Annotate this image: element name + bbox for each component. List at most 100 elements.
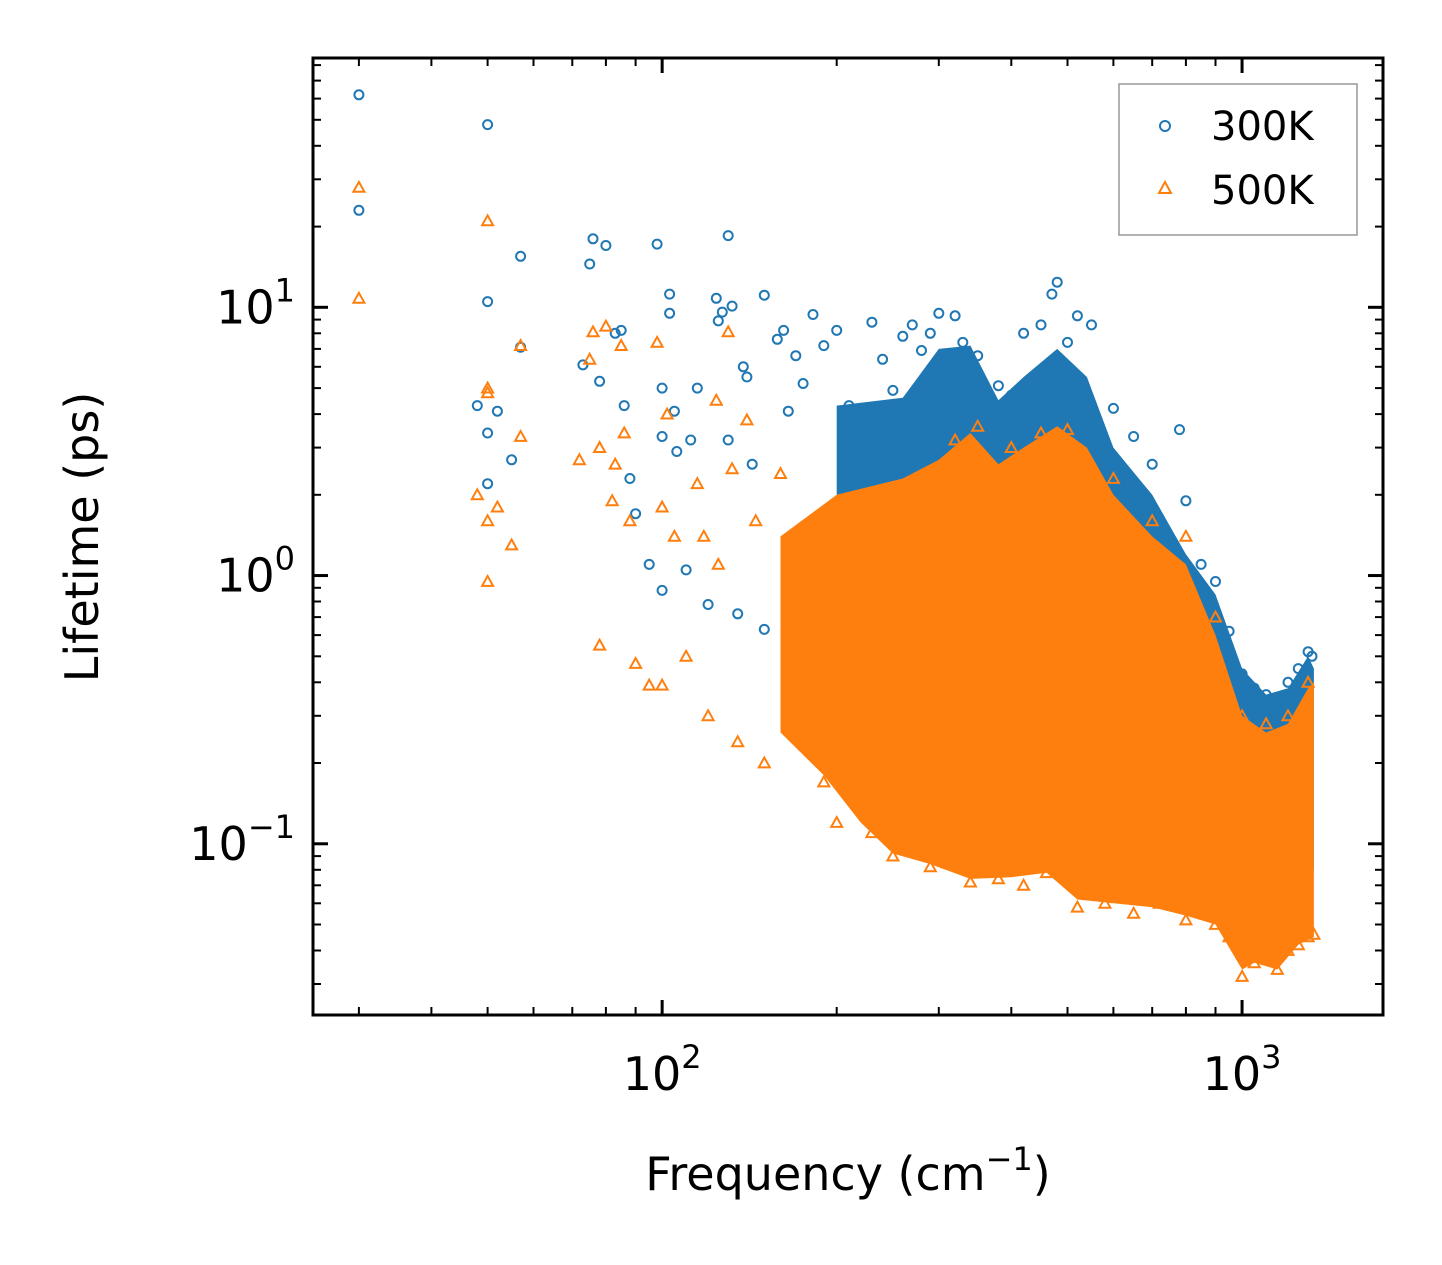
data-point-500k — [1234, 968, 1250, 982]
dense-scatter-clouds — [780, 345, 1314, 970]
data-point-300k — [712, 315, 724, 327]
data-point-500k — [513, 338, 528, 351]
data-point-500k — [885, 848, 901, 862]
data-point-500k — [700, 708, 716, 722]
data-point-500k — [598, 318, 614, 332]
data-point-500k — [1004, 440, 1019, 453]
y-tick-label: 10−1 — [189, 808, 295, 871]
data-point-300k — [897, 330, 909, 342]
data-point-500k — [721, 324, 736, 338]
data-point-300k — [1236, 668, 1248, 680]
data-point-300k — [818, 340, 830, 352]
data-point-300k — [1282, 676, 1294, 688]
data-point-500k — [1145, 513, 1160, 527]
data-point-300k — [887, 384, 899, 396]
data-point-500k — [1300, 674, 1316, 688]
dense-region-500k — [780, 426, 1314, 970]
data-point-500k — [730, 734, 745, 748]
data-point-500k — [614, 338, 629, 351]
data-point-300k — [1180, 495, 1192, 507]
data-point-500k — [1280, 942, 1296, 956]
data-point-500k — [1152, 895, 1167, 909]
data-point-500k — [654, 499, 670, 513]
y-tick-label: 100 — [216, 540, 295, 603]
legend-label-300k: 300K — [1211, 104, 1315, 150]
data-point-500k — [642, 677, 657, 691]
data-point-300k — [1005, 389, 1017, 401]
data-point-300k — [1128, 431, 1140, 442]
data-point-300k — [957, 336, 969, 348]
data-point-300k — [916, 345, 927, 356]
data-point-500k — [1258, 948, 1274, 962]
legend-marker-500k — [1157, 179, 1173, 194]
data-point-300k — [353, 204, 365, 216]
data-point-500k — [905, 836, 920, 850]
data-point-500k — [617, 425, 632, 439]
data-point-500k — [739, 412, 755, 426]
data-point-300k — [615, 324, 627, 336]
data-point-500k — [864, 825, 880, 839]
data-point-500k — [788, 693, 803, 707]
data-point-500k — [1306, 926, 1322, 940]
data-point-500k — [628, 655, 643, 669]
data-point-300k — [664, 288, 676, 300]
data-point-500k — [1208, 609, 1223, 623]
scatter-points — [351, 89, 1322, 982]
data-point-500k — [803, 729, 818, 743]
data-point-300k — [1174, 424, 1185, 436]
data-point-300k — [664, 307, 676, 319]
data-point-300k — [906, 319, 918, 331]
data-point-500k — [1208, 916, 1223, 930]
data-point-300k — [855, 438, 867, 450]
data-point-300k — [941, 352, 953, 363]
data-point-300k — [1035, 319, 1047, 331]
data-point-300k — [587, 233, 599, 245]
data-point-500k — [748, 513, 763, 527]
data-point-300k — [1062, 336, 1073, 348]
data-point-500k — [649, 334, 665, 348]
data-point-300k — [737, 361, 749, 373]
data-point-500k — [709, 392, 724, 406]
data-point-500k — [1106, 470, 1121, 484]
data-point-300k — [577, 359, 589, 371]
y-axis-title: Lifetime (ps) — [55, 392, 109, 683]
data-point-300k — [691, 382, 703, 394]
data-point-500k — [829, 814, 844, 828]
data-point-500k — [781, 567, 796, 581]
data-point-300k — [491, 405, 503, 417]
data-point-300k — [609, 327, 621, 339]
data-point-300k — [1195, 558, 1207, 570]
data-point-500k — [585, 324, 601, 338]
data-point-300k — [482, 296, 494, 308]
data-point-300k — [877, 353, 889, 365]
data-point-500k — [1039, 865, 1054, 879]
data-point-300k — [771, 333, 783, 345]
data-point-500k — [513, 428, 528, 442]
data-point-300k — [671, 446, 683, 457]
y-tick-label: 101 — [216, 271, 295, 334]
data-point-500k — [654, 677, 670, 691]
data-point-500k — [480, 385, 495, 399]
data-point-500k — [1258, 716, 1274, 730]
x-tick-label: 103 — [1203, 1038, 1282, 1101]
data-point-300k — [482, 478, 494, 490]
data-point-300k — [1271, 699, 1283, 711]
data-point-300k — [933, 307, 945, 319]
data-point-500k — [351, 179, 367, 193]
data-point-300k — [702, 599, 714, 610]
data-point-500k — [470, 487, 485, 501]
data-point-300k — [1306, 650, 1318, 662]
data-point-300k — [992, 380, 1004, 392]
data-point-300k — [716, 306, 728, 318]
data-point-500k — [1234, 708, 1250, 722]
data-point-500k — [773, 466, 788, 479]
data-point-500k — [1193, 895, 1209, 909]
legend: 300K 500K — [1118, 83, 1358, 236]
data-point-500k — [939, 855, 955, 869]
data-point-300k — [643, 558, 655, 570]
data-point-500k — [947, 432, 963, 446]
x-axis-title: Frequency (cm−1) — [645, 1140, 1050, 1201]
data-point-500k — [1247, 955, 1262, 969]
data-point-300k — [866, 316, 878, 328]
data-point-300k — [353, 89, 365, 101]
